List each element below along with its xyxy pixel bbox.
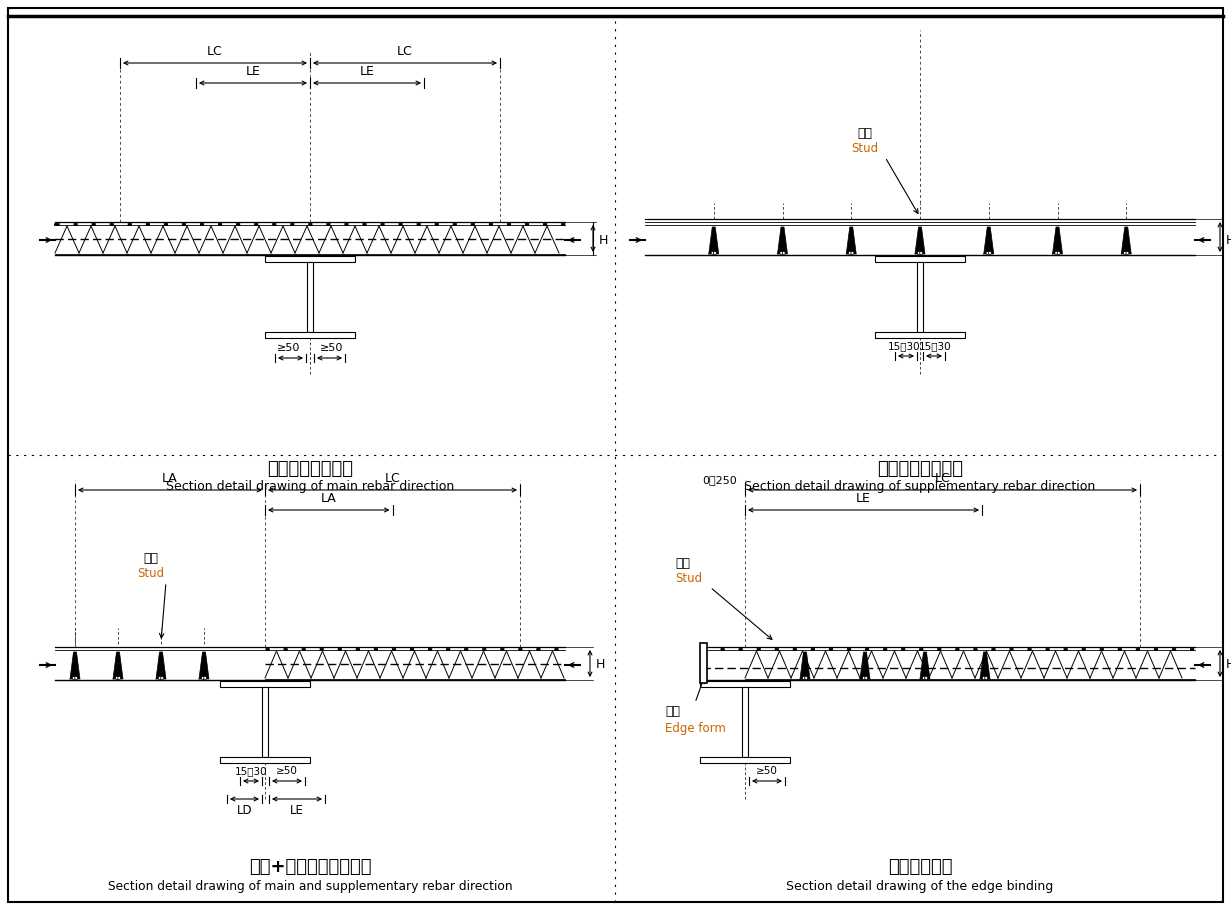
Bar — [307, 262, 313, 332]
Text: 栀钉: 栀钉 — [858, 127, 873, 140]
Circle shape — [203, 676, 207, 680]
Text: ≥50: ≥50 — [320, 343, 343, 353]
Text: Stud: Stud — [852, 142, 879, 155]
Text: Section detail drawing of the edge binding: Section detail drawing of the edge bindi… — [787, 880, 1054, 893]
Text: H: H — [596, 659, 606, 672]
Bar — [265, 256, 355, 262]
Circle shape — [864, 676, 868, 680]
Text: 辅筋+主筋方向截面详图: 辅筋+主筋方向截面详图 — [249, 858, 372, 876]
Circle shape — [985, 676, 987, 680]
Circle shape — [803, 676, 805, 680]
Bar — [917, 262, 923, 332]
Text: H: H — [1226, 234, 1231, 247]
Polygon shape — [70, 652, 80, 679]
Text: 15【30: 15【30 — [920, 341, 952, 351]
Text: LC: LC — [207, 45, 223, 58]
Text: LE: LE — [359, 65, 374, 78]
Text: ≥50: ≥50 — [276, 766, 298, 776]
Polygon shape — [860, 652, 870, 679]
Text: Section detail drawing of main and supplementary rebar direction: Section detail drawing of main and suppl… — [107, 880, 512, 893]
Text: LC: LC — [384, 472, 400, 485]
Polygon shape — [1053, 227, 1062, 254]
Polygon shape — [113, 652, 123, 679]
Polygon shape — [800, 652, 810, 679]
Polygon shape — [980, 652, 990, 679]
Text: 0～250: 0～250 — [702, 475, 737, 485]
Circle shape — [1124, 251, 1126, 255]
Bar — [220, 757, 310, 763]
Circle shape — [924, 676, 928, 680]
Bar — [700, 681, 790, 687]
Text: 主筋方向截面详图: 主筋方向截面详图 — [267, 460, 353, 478]
Circle shape — [920, 251, 923, 255]
Text: ≥50: ≥50 — [277, 343, 300, 353]
Circle shape — [714, 251, 716, 255]
Polygon shape — [156, 652, 166, 679]
Polygon shape — [1121, 227, 1131, 254]
Circle shape — [848, 251, 852, 255]
Bar — [265, 332, 355, 338]
Text: 栀钉: 栀钉 — [675, 557, 691, 570]
Bar — [262, 687, 268, 757]
Polygon shape — [920, 652, 929, 679]
Circle shape — [917, 251, 921, 255]
Circle shape — [73, 676, 75, 680]
Bar — [875, 332, 965, 338]
Circle shape — [712, 251, 714, 255]
Text: LD: LD — [236, 804, 252, 817]
Text: LC: LC — [398, 45, 412, 58]
Circle shape — [986, 251, 988, 255]
Text: 收边截面详图: 收边截面详图 — [888, 858, 953, 876]
Circle shape — [988, 251, 991, 255]
Text: 边模: 边模 — [665, 705, 680, 718]
Circle shape — [202, 676, 204, 680]
Polygon shape — [915, 227, 924, 254]
Circle shape — [75, 676, 78, 680]
Text: LE: LE — [856, 492, 872, 505]
Bar — [700, 757, 790, 763]
Text: 15【30: 15【30 — [235, 766, 267, 776]
Circle shape — [922, 676, 926, 680]
Text: 辅筋方向截面详图: 辅筋方向截面详图 — [876, 460, 963, 478]
Text: Section detail drawing of supplementary rebar direction: Section detail drawing of supplementary … — [745, 480, 1096, 493]
Text: Edge form: Edge form — [665, 722, 726, 735]
Circle shape — [782, 251, 785, 255]
Text: LE: LE — [245, 65, 261, 78]
Bar — [220, 681, 310, 687]
Circle shape — [805, 676, 808, 680]
Text: ≥50: ≥50 — [756, 766, 778, 776]
Text: Stud: Stud — [138, 567, 165, 580]
Circle shape — [118, 676, 121, 680]
Bar — [875, 256, 965, 262]
Circle shape — [1055, 251, 1057, 255]
Circle shape — [862, 676, 865, 680]
Text: LE: LE — [291, 804, 304, 817]
Polygon shape — [846, 227, 857, 254]
Text: Section detail drawing of main rebar direction: Section detail drawing of main rebar dir… — [166, 480, 454, 493]
Text: 15【30: 15【30 — [889, 341, 921, 351]
Text: H: H — [599, 234, 608, 247]
Polygon shape — [984, 227, 993, 254]
Polygon shape — [199, 652, 209, 679]
Circle shape — [1126, 251, 1129, 255]
Text: Stud: Stud — [675, 572, 702, 585]
Circle shape — [851, 251, 854, 255]
Circle shape — [161, 676, 164, 680]
Text: 栀钉: 栀钉 — [144, 552, 159, 565]
Text: LA: LA — [321, 492, 336, 505]
Circle shape — [779, 251, 783, 255]
Text: LC: LC — [934, 472, 950, 485]
Polygon shape — [709, 227, 719, 254]
Text: H: H — [1226, 659, 1231, 672]
Circle shape — [159, 676, 161, 680]
Circle shape — [116, 676, 118, 680]
Circle shape — [982, 676, 985, 680]
Bar — [700, 643, 707, 683]
Text: LA: LA — [162, 472, 177, 485]
Circle shape — [1057, 251, 1060, 255]
Polygon shape — [778, 227, 788, 254]
Bar — [742, 687, 748, 757]
